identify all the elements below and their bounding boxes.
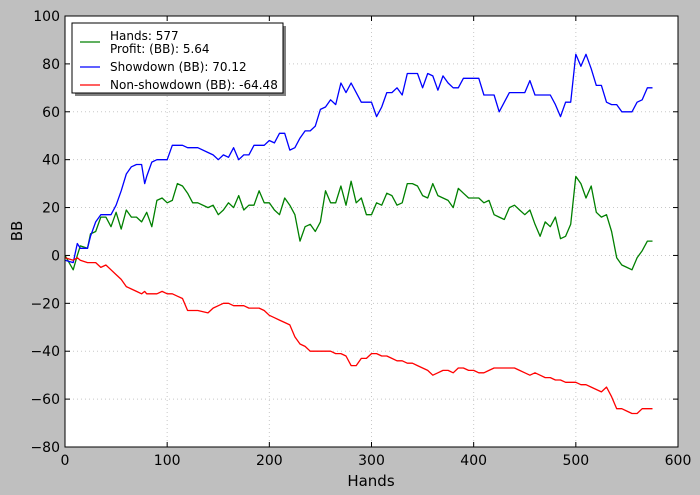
x-tick-label: 400 bbox=[460, 453, 487, 469]
series-group bbox=[64, 53, 653, 415]
x-tick-label: 200 bbox=[256, 453, 283, 469]
series-line-0 bbox=[64, 175, 653, 271]
y-tick-label: −80 bbox=[30, 440, 60, 456]
x-axis-label: Hands bbox=[347, 472, 394, 490]
y-tick-label: −40 bbox=[30, 344, 60, 360]
x-tick-label: 600 bbox=[665, 453, 692, 469]
y-tick-label: 80 bbox=[42, 57, 60, 73]
y-axis-label: BB bbox=[8, 221, 26, 242]
x-tick-label: 0 bbox=[61, 453, 70, 469]
legend-label-2: Non-showdown (BB): -64.48 bbox=[110, 78, 278, 92]
legend-label-0: Profit: (BB): 5.64 bbox=[110, 42, 210, 56]
y-tick-label: −60 bbox=[30, 392, 60, 408]
x-tick-label: 500 bbox=[562, 453, 589, 469]
x-tick-label: 100 bbox=[154, 453, 181, 469]
legend-label-0: Hands: 577 bbox=[110, 29, 179, 43]
y-tick-label: 100 bbox=[33, 9, 60, 25]
x-tick-label: 300 bbox=[358, 453, 385, 469]
y-tick-label: 0 bbox=[51, 248, 60, 264]
axis-ticks: 0 100 200 300 400 500 600 −80 −60 −40 −20 0 20 40 60 80… bbox=[30, 9, 691, 469]
legend-box bbox=[71, 22, 284, 94]
y-tick-label: 40 bbox=[42, 153, 60, 169]
series-line-1 bbox=[64, 53, 653, 264]
legend-label-1: Showdown (BB): 70.12 bbox=[110, 60, 247, 74]
y-tick-label: 60 bbox=[42, 105, 60, 121]
y-tick-label: 20 bbox=[42, 201, 60, 217]
series-line-2 bbox=[64, 257, 653, 415]
y-tick-label: −20 bbox=[30, 296, 60, 312]
